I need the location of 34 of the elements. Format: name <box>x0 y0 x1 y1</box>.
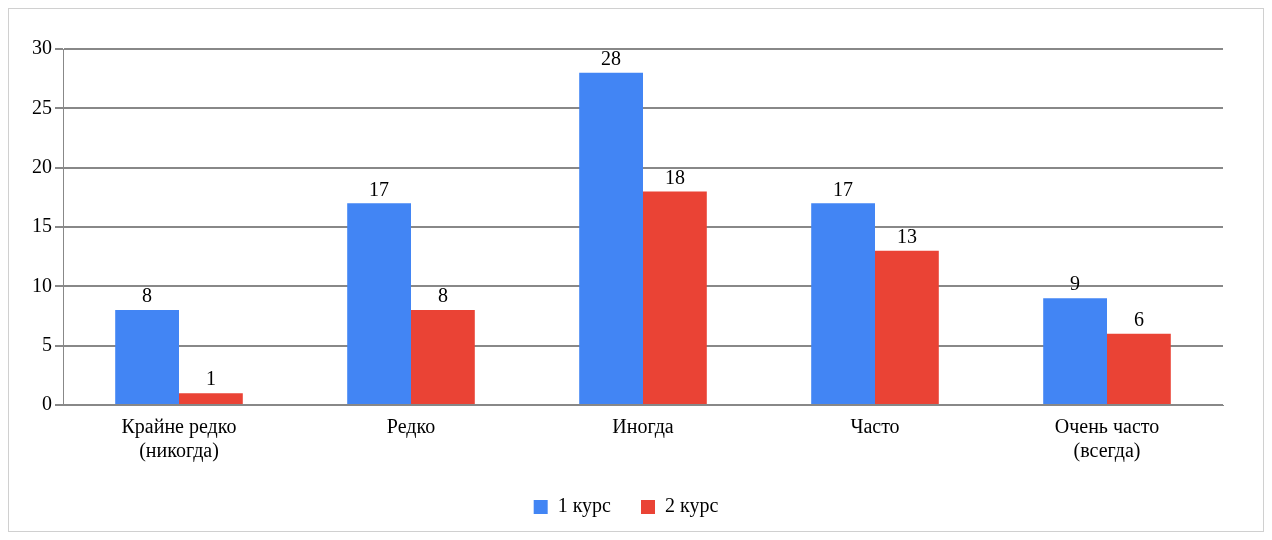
bar <box>179 393 243 404</box>
y-tick-label: 20 <box>32 154 52 177</box>
y-tick-label: 5 <box>42 332 52 355</box>
data-label: 13 <box>896 224 917 247</box>
bar <box>1043 298 1107 404</box>
bar <box>579 72 643 404</box>
legend-label: 1 курс <box>557 494 612 518</box>
bar <box>1107 333 1171 404</box>
y-tick-label: 30 <box>32 36 52 59</box>
y-tick-label: 10 <box>32 273 52 296</box>
x-tick-label: Редко <box>386 415 436 439</box>
x-tick-label: Иногда <box>612 415 674 439</box>
data-label: 17 <box>369 177 390 200</box>
data-label: 8 <box>437 284 448 307</box>
y-tick-label: 25 <box>32 95 52 118</box>
bar <box>811 203 875 404</box>
data-label: 28 <box>601 46 622 69</box>
legend-label: 2 курс <box>665 494 719 518</box>
x-tick-label: Крайне редко (никогда) <box>121 415 237 463</box>
bar <box>643 191 707 404</box>
x-tick-label: Часто <box>850 415 900 438</box>
y-tick-label: 0 <box>42 392 52 415</box>
data-label: 9 <box>1070 272 1081 295</box>
data-label: 17 <box>833 177 854 200</box>
y-tick-label: 15 <box>32 214 52 237</box>
bar <box>875 250 939 404</box>
bar <box>411 310 475 404</box>
data-label: 8 <box>142 284 153 307</box>
data-label: 1 <box>205 367 216 390</box>
bar <box>115 310 179 404</box>
data-label: 18 <box>664 165 685 188</box>
data-label: 6 <box>1133 308 1144 331</box>
bar <box>347 203 411 404</box>
x-tick-label: Очень часто (всегда) <box>1054 415 1160 463</box>
